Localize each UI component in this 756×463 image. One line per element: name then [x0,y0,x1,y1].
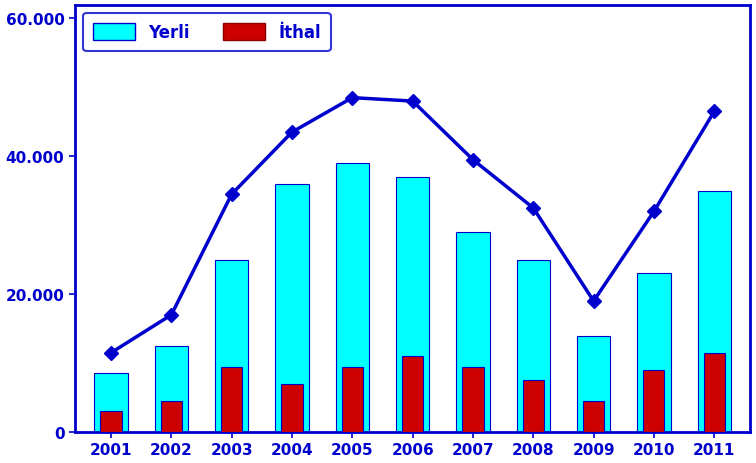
Bar [402,357,423,432]
Bar [396,177,429,432]
Bar [577,336,610,432]
Bar [583,401,604,432]
Bar [155,346,188,432]
Bar [281,384,302,432]
Bar [342,367,363,432]
Bar [161,401,182,432]
Bar [94,374,128,432]
Bar [275,184,308,432]
Bar [704,353,725,432]
Bar [457,232,490,432]
Bar [221,367,242,432]
Bar [215,260,248,432]
Bar [637,274,671,432]
Bar [463,367,484,432]
Bar [643,370,665,432]
Legend: Yerli, İthal: Yerli, İthal [83,14,330,52]
Bar [522,381,544,432]
Bar [101,412,122,432]
Bar [516,260,550,432]
Bar [336,164,369,432]
Bar [698,191,731,432]
